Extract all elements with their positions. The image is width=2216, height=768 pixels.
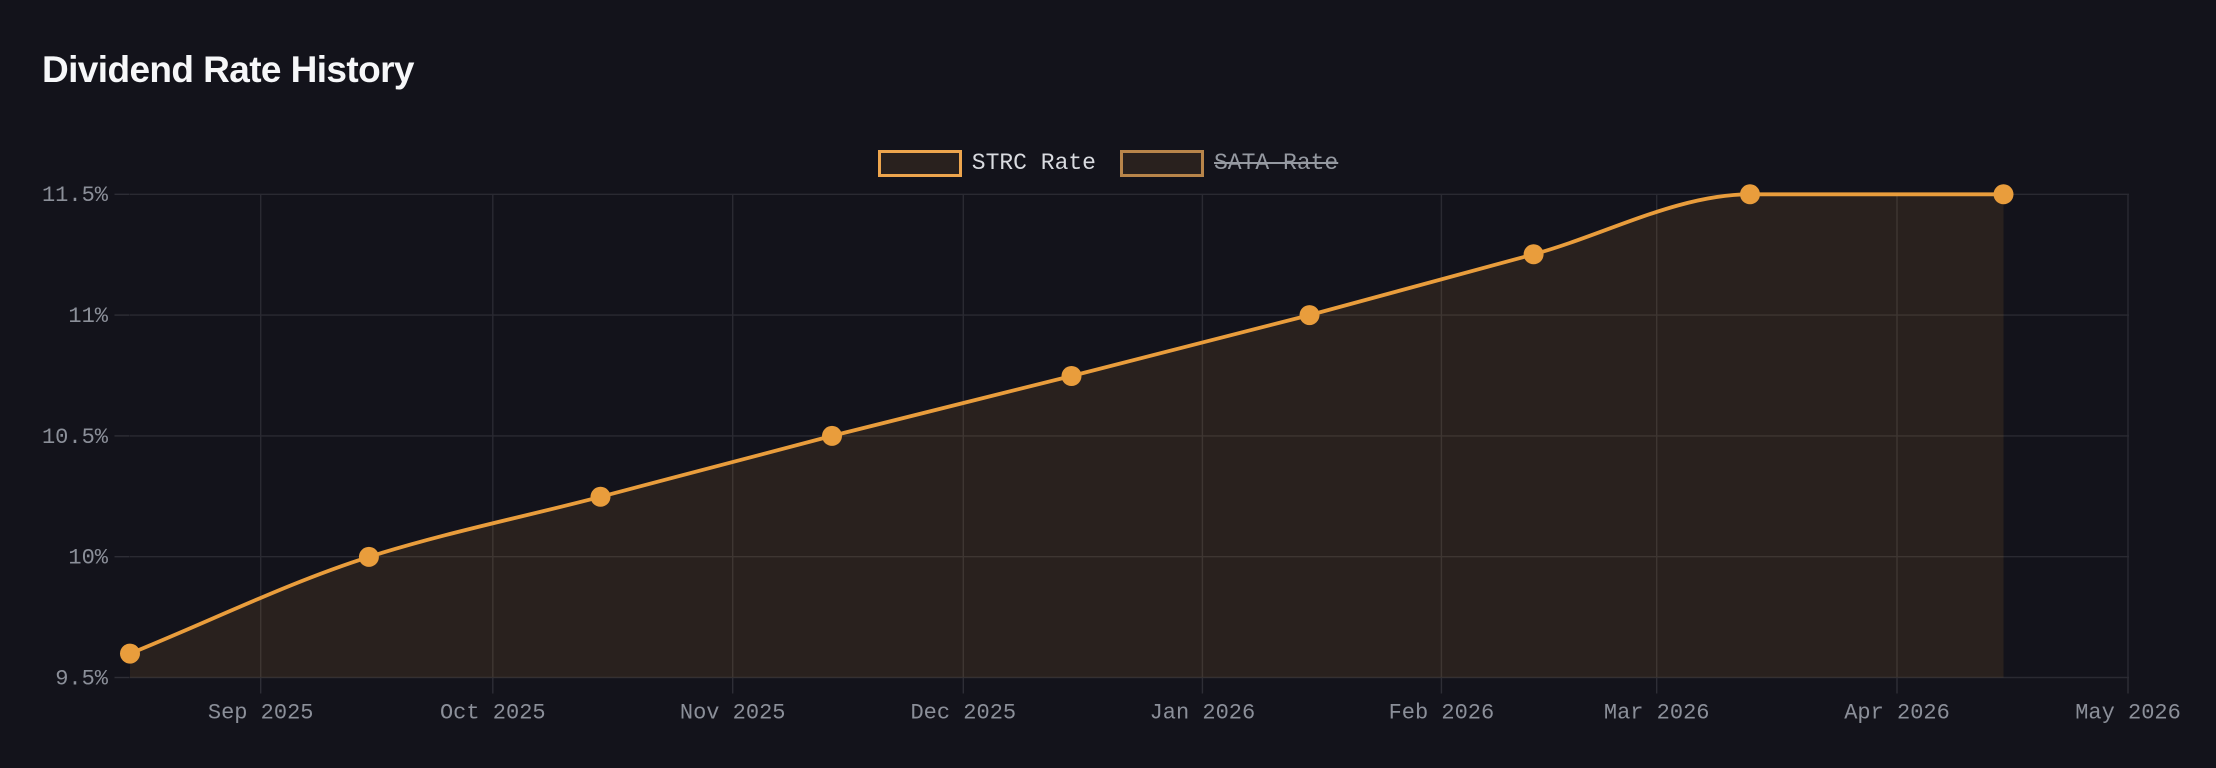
- svg-text:Sep 2025: Sep 2025: [208, 701, 314, 726]
- svg-text:10.5%: 10.5%: [42, 425, 109, 450]
- svg-text:Dec 2025: Dec 2025: [910, 701, 1016, 726]
- svg-text:Apr 2026: Apr 2026: [1844, 701, 1950, 726]
- svg-text:Nov 2025: Nov 2025: [680, 701, 786, 726]
- svg-text:10%: 10%: [68, 546, 108, 571]
- svg-text:Jan 2026: Jan 2026: [1150, 701, 1256, 726]
- svg-text:11%: 11%: [68, 304, 108, 329]
- svg-text:11.5%: 11.5%: [42, 183, 109, 208]
- svg-text:May 2026: May 2026: [2075, 701, 2181, 726]
- svg-text:9.5%: 9.5%: [55, 666, 109, 691]
- svg-text:Oct 2025: Oct 2025: [440, 701, 546, 726]
- svg-text:Feb 2026: Feb 2026: [1389, 701, 1495, 726]
- svg-text:Mar 2026: Mar 2026: [1604, 701, 1710, 726]
